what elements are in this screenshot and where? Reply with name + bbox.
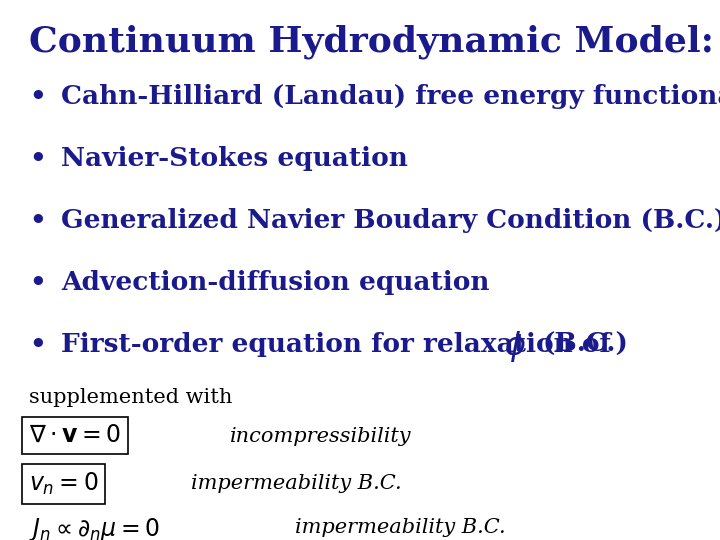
Text: •: •: [29, 84, 45, 109]
Text: $\phi$: $\phi$: [504, 329, 526, 364]
Text: Advection-diffusion equation: Advection-diffusion equation: [61, 270, 490, 295]
Text: (B.C.): (B.C.): [542, 332, 628, 357]
Text: Cahn-Hilliard (Landau) free energy functional: Cahn-Hilliard (Landau) free energy funct…: [61, 84, 720, 109]
Text: Navier-Stokes equation: Navier-Stokes equation: [61, 146, 408, 171]
Text: Generalized Navier Boudary Condition (B.C.): Generalized Navier Boudary Condition (B.…: [61, 208, 720, 233]
Text: incompressibility: incompressibility: [230, 427, 412, 446]
Text: •: •: [29, 270, 45, 295]
Text: •: •: [29, 208, 45, 233]
Text: •: •: [29, 146, 45, 171]
Text: impermeability B.C.: impermeability B.C.: [191, 474, 402, 492]
Text: Continuum Hydrodynamic Model:: Continuum Hydrodynamic Model:: [29, 24, 714, 59]
Text: $J_n \propto \partial_n \mu = 0$: $J_n \propto \partial_n \mu = 0$: [29, 516, 160, 540]
Text: First-order equation for relaxation of: First-order equation for relaxation of: [61, 332, 611, 357]
Text: impermeability B.C.: impermeability B.C.: [295, 518, 506, 537]
Text: •: •: [29, 332, 45, 357]
Text: $v_n = 0$: $v_n = 0$: [29, 471, 99, 497]
Text: $\nabla \cdot \mathbf{v} = 0$: $\nabla \cdot \mathbf{v} = 0$: [29, 424, 121, 447]
Text: supplemented with: supplemented with: [29, 388, 232, 407]
